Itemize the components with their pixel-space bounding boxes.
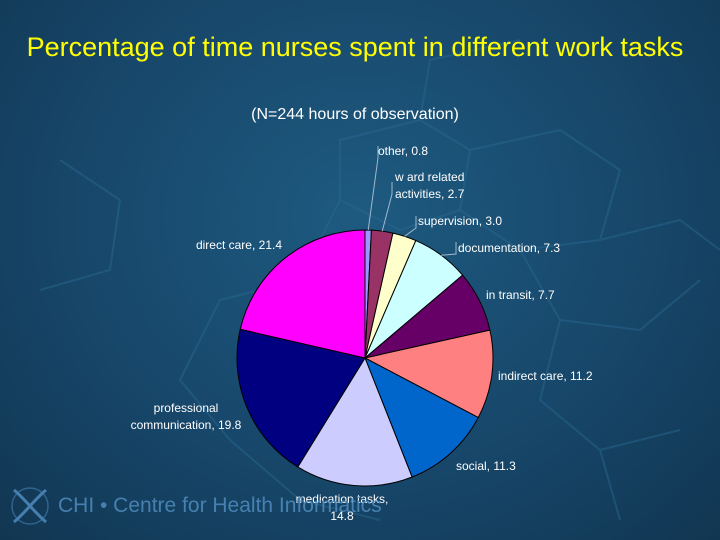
slice-label: documentation, 7.3: [458, 241, 560, 255]
slice-label: in transit, 7.7: [486, 288, 555, 302]
leader-line: [441, 242, 457, 256]
pie-slice: [236, 328, 366, 468]
pie-slice: [297, 356, 413, 487]
pie-slice: [364, 356, 479, 478]
chart-title: Percentage of time nurses spent in diffe…: [26, 32, 684, 62]
leader-line: [367, 146, 379, 231]
slice-label: supervision, 3.0: [418, 214, 502, 228]
slice-label: indirect care, 11.2: [498, 369, 593, 383]
leader-line: [381, 182, 393, 232]
slice-label: professional communication, 19.8: [131, 401, 242, 432]
slice-label: direct care, 21.4: [196, 238, 282, 252]
logo-text: CHI • Centre for Health Informatics: [58, 494, 382, 517]
slice-label: medication tasks, 14.8: [296, 492, 389, 523]
pie-slice: [363, 329, 494, 419]
chi-logo-icon: [11, 487, 49, 525]
leader-line: [404, 216, 417, 237]
slice-label: other, 0.8: [378, 144, 428, 158]
pie-slice: [239, 229, 366, 359]
slice-label: w ard related activities, 2.7: [394, 170, 465, 201]
chart-subtitle: (N=244 hours of observation): [251, 106, 459, 123]
slice-label: social, 11.3: [456, 459, 516, 473]
